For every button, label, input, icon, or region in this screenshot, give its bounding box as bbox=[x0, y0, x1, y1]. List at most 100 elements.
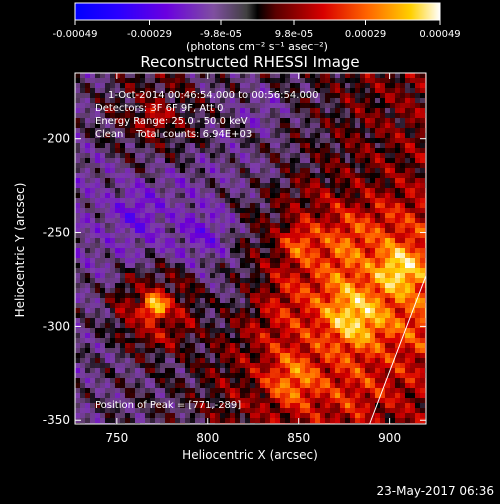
heatmap-pixel bbox=[160, 303, 166, 309]
heatmap-pixel bbox=[280, 353, 286, 359]
heatmap-pixel bbox=[405, 203, 411, 209]
heatmap-pixel bbox=[385, 273, 391, 279]
heatmap-pixel bbox=[320, 183, 326, 189]
heatmap-pixel bbox=[175, 148, 181, 154]
heatmap-pixel bbox=[205, 328, 211, 334]
heatmap-pixel bbox=[290, 233, 296, 239]
heatmap-pixel bbox=[75, 223, 81, 229]
heatmap-pixel bbox=[355, 328, 361, 334]
heatmap-pixel bbox=[365, 278, 371, 284]
heatmap-pixel bbox=[375, 98, 381, 104]
heatmap-pixel bbox=[225, 168, 231, 174]
heatmap-pixel bbox=[75, 118, 81, 124]
heatmap-pixel bbox=[115, 183, 121, 189]
heatmap-pixel bbox=[385, 148, 391, 154]
heatmap-pixel bbox=[295, 203, 301, 209]
heatmap-pixel bbox=[240, 283, 246, 289]
heatmap-pixel bbox=[235, 383, 241, 389]
heatmap-pixel bbox=[335, 303, 341, 309]
heatmap-pixel bbox=[220, 388, 226, 394]
heatmap-pixel bbox=[410, 88, 416, 94]
heatmap-pixel bbox=[105, 273, 111, 279]
heatmap-pixel bbox=[190, 263, 196, 269]
heatmap-pixel bbox=[200, 308, 206, 314]
heatmap-pixel bbox=[150, 173, 156, 179]
heatmap-pixel bbox=[195, 253, 201, 259]
heatmap-pixel bbox=[325, 213, 331, 219]
heatmap-pixel bbox=[270, 323, 276, 329]
heatmap-pixel bbox=[335, 98, 341, 104]
heatmap-pixel bbox=[225, 153, 231, 159]
heatmap-pixel bbox=[415, 413, 421, 419]
heatmap-pixel bbox=[85, 108, 91, 114]
heatmap-pixel bbox=[390, 393, 396, 399]
heatmap-pixel bbox=[305, 153, 311, 159]
heatmap-pixel bbox=[320, 203, 326, 209]
heatmap-pixel bbox=[375, 168, 381, 174]
heatmap-pixel bbox=[135, 143, 141, 149]
heatmap-pixel bbox=[230, 148, 236, 154]
heatmap-pixel bbox=[190, 358, 196, 364]
heatmap-pixel bbox=[115, 358, 121, 364]
heatmap-pixel bbox=[80, 388, 86, 394]
heatmap-pixel bbox=[290, 278, 296, 284]
heatmap-pixel bbox=[260, 278, 266, 284]
heatmap-pixel bbox=[315, 383, 321, 389]
heatmap-pixel bbox=[260, 178, 266, 184]
heatmap-pixel bbox=[110, 163, 116, 169]
heatmap-pixel bbox=[100, 73, 106, 79]
heatmap-pixel bbox=[110, 348, 116, 354]
heatmap-pixel bbox=[380, 178, 386, 184]
heatmap-pixel bbox=[310, 83, 316, 89]
heatmap-pixel bbox=[195, 278, 201, 284]
heatmap-pixel bbox=[335, 353, 341, 359]
heatmap-pixel bbox=[230, 173, 236, 179]
heatmap-pixel bbox=[345, 123, 351, 129]
heatmap-pixel bbox=[280, 338, 286, 344]
heatmap-pixel bbox=[80, 158, 86, 164]
heatmap-pixel bbox=[380, 158, 386, 164]
heatmap-pixel bbox=[395, 208, 401, 214]
heatmap-pixel bbox=[210, 363, 216, 369]
heatmap-pixel bbox=[90, 248, 96, 254]
heatmap-pixel bbox=[410, 403, 416, 409]
heatmap-pixel bbox=[380, 118, 386, 124]
heatmap-pixel bbox=[245, 83, 251, 89]
heatmap-pixel bbox=[355, 293, 361, 299]
heatmap-pixel bbox=[285, 388, 291, 394]
heatmap-pixel bbox=[130, 83, 136, 89]
heatmap-pixel bbox=[315, 363, 321, 369]
heatmap-pixel bbox=[230, 378, 236, 384]
heatmap-pixel bbox=[210, 338, 216, 344]
heatmap-pixel bbox=[170, 193, 176, 199]
heatmap-pixel bbox=[300, 183, 306, 189]
heatmap-pixel bbox=[205, 258, 211, 264]
heatmap-pixel bbox=[160, 263, 166, 269]
heatmap-pixel bbox=[420, 383, 426, 389]
heatmap-pixel bbox=[280, 223, 286, 229]
heatmap-pixel bbox=[370, 273, 376, 279]
heatmap-pixel bbox=[380, 258, 386, 264]
heatmap-pixel bbox=[245, 213, 251, 219]
heatmap-pixel bbox=[285, 113, 291, 119]
heatmap-pixel bbox=[250, 118, 256, 124]
heatmap-pixel bbox=[255, 208, 261, 214]
heatmap-pixel bbox=[290, 413, 296, 419]
heatmap-pixel bbox=[360, 343, 366, 349]
heatmap-pixel bbox=[105, 248, 111, 254]
heatmap-pixel bbox=[395, 123, 401, 129]
heatmap-pixel bbox=[275, 418, 281, 424]
heatmap-pixel bbox=[130, 263, 136, 269]
heatmap-pixel bbox=[275, 373, 281, 379]
heatmap-pixel bbox=[375, 298, 381, 304]
heatmap-pixel bbox=[140, 418, 146, 424]
heatmap-pixel bbox=[90, 393, 96, 399]
heatmap-pixel bbox=[380, 343, 386, 349]
heatmap-pixel bbox=[125, 378, 131, 384]
heatmap-pixel bbox=[270, 308, 276, 314]
heatmap-pixel bbox=[340, 208, 346, 214]
heatmap-pixel bbox=[355, 338, 361, 344]
heatmap-pixel bbox=[75, 328, 81, 334]
heatmap-pixel bbox=[340, 118, 346, 124]
heatmap-pixel bbox=[395, 398, 401, 404]
